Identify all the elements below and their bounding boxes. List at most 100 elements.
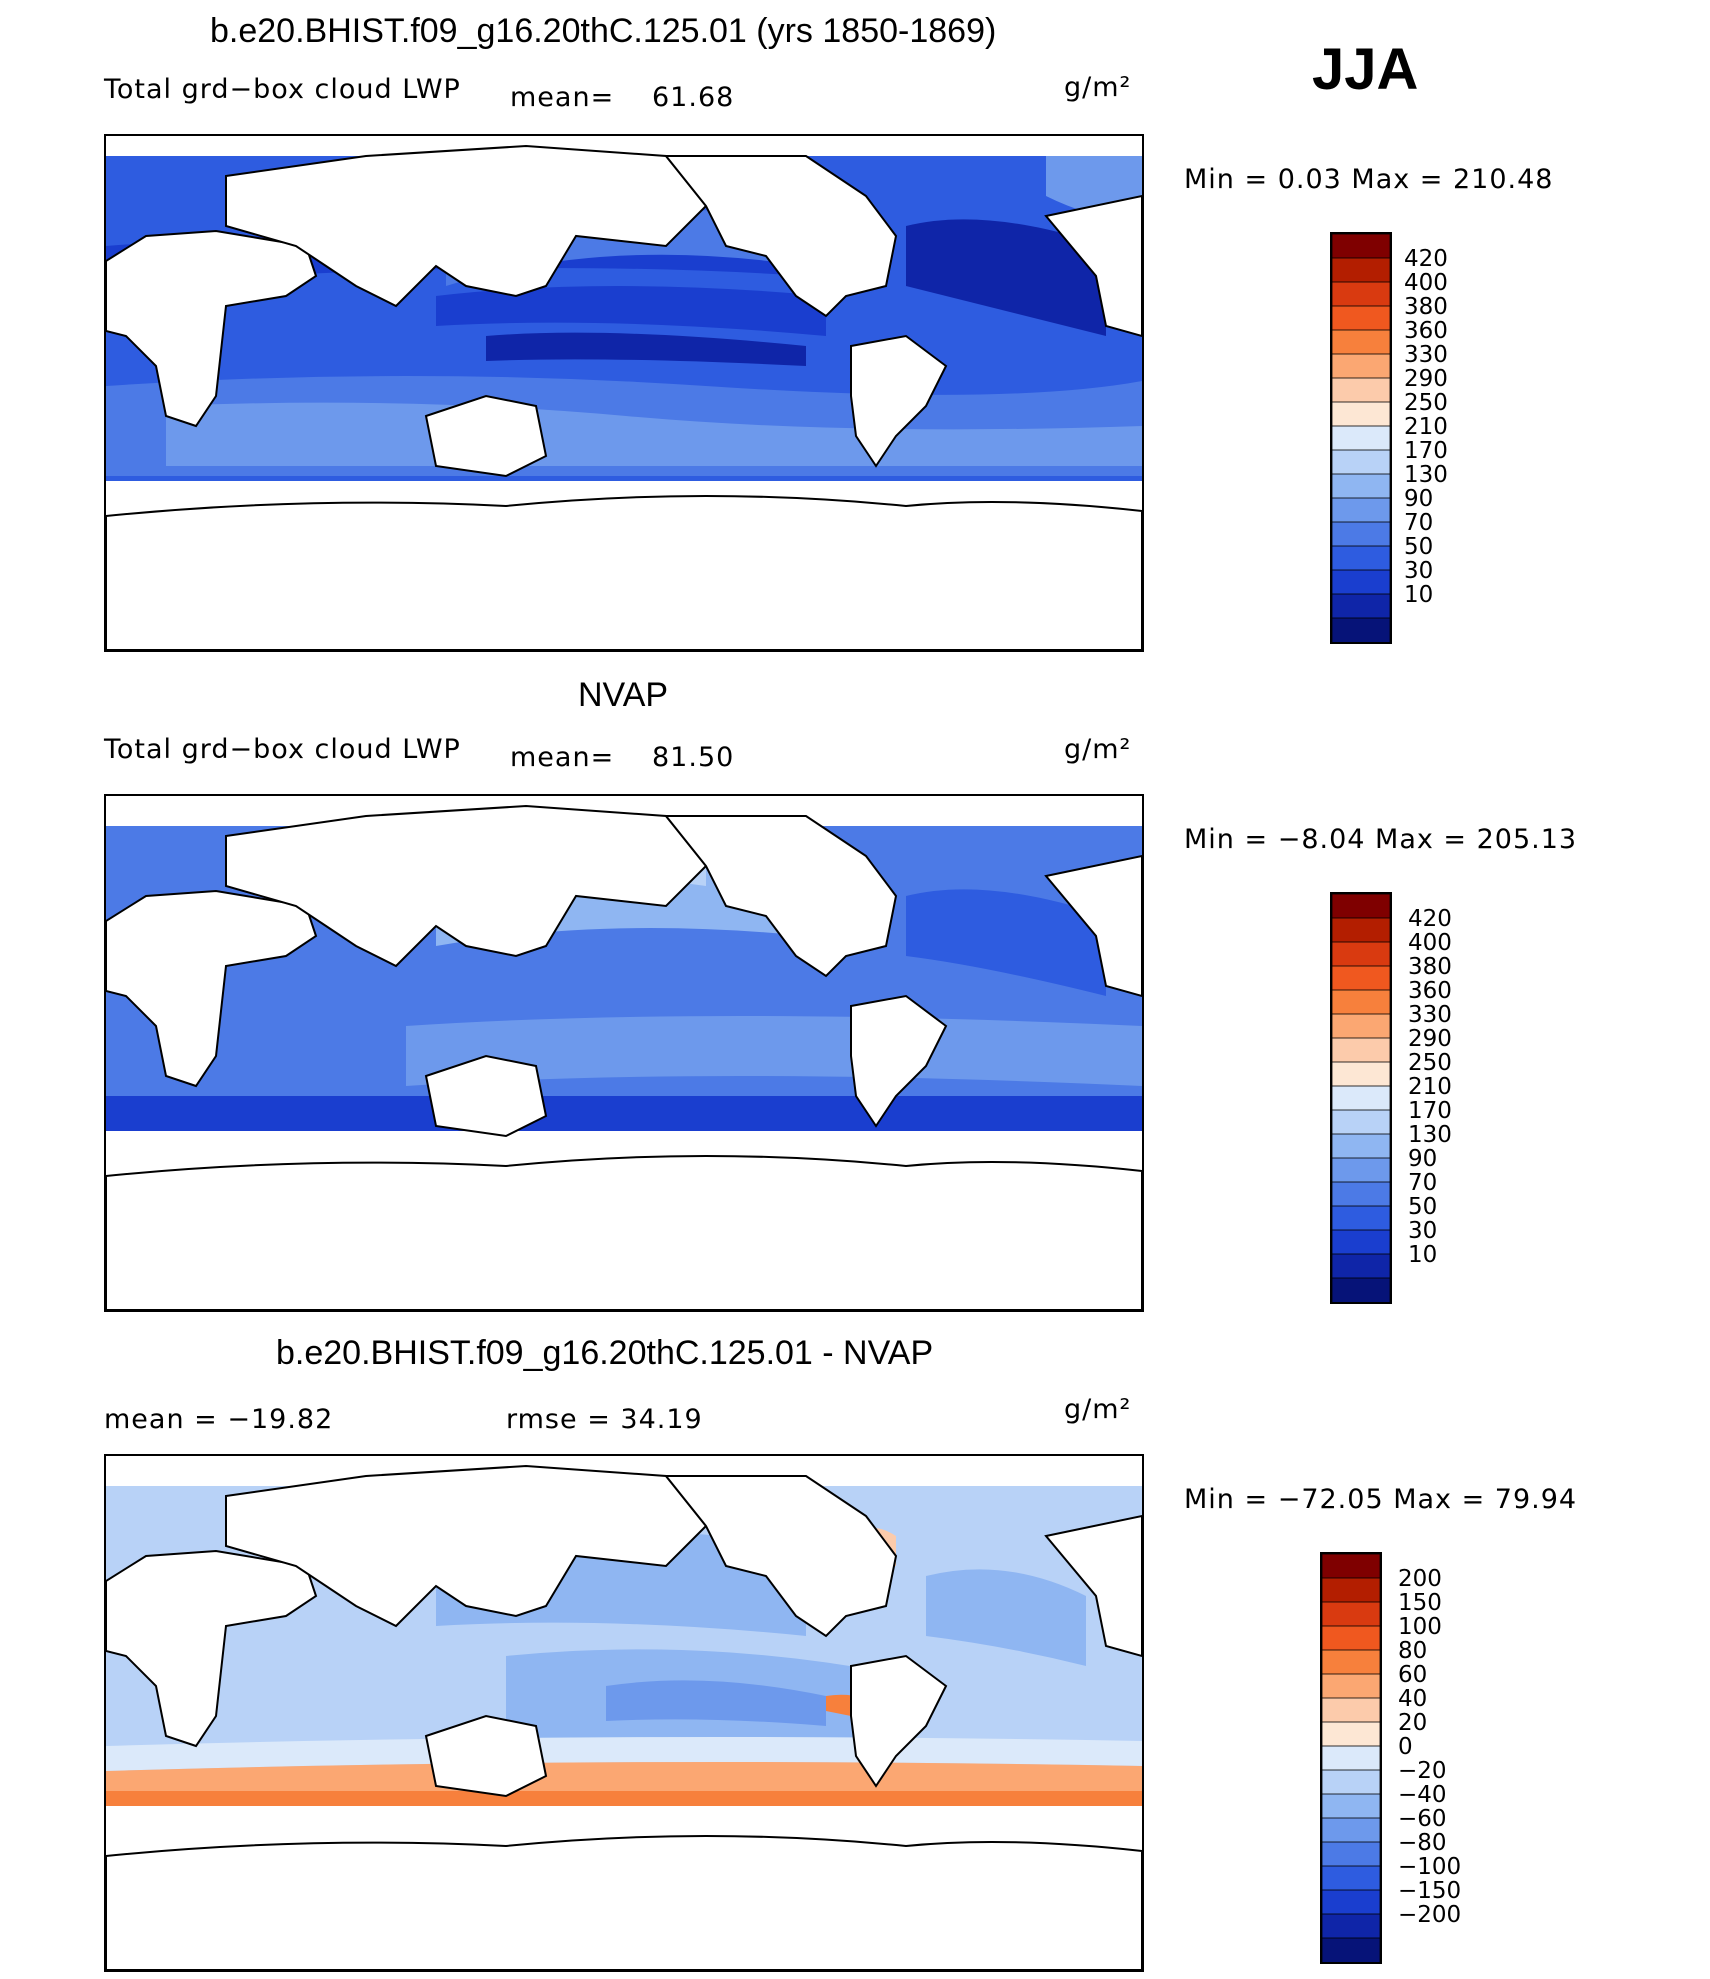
colorbar-swatch [1332, 545, 1390, 571]
colorbar-swatch [1322, 1697, 1380, 1723]
colorbar-label: 210 [1408, 1074, 1452, 1100]
colorbar-label: 210 [1404, 414, 1448, 440]
colorbar-label: 30 [1404, 558, 1434, 584]
colorbar-swatch [1332, 989, 1390, 1015]
colorbar-label: 290 [1408, 1026, 1452, 1052]
colorbar-swatch [1332, 305, 1390, 331]
panel1-variable-label: Total grd−box cloud LWP [104, 74, 461, 105]
panel3-map [104, 1454, 1144, 1972]
colorbar-label: 50 [1408, 1194, 1438, 1220]
colorbar-swatch [1322, 1817, 1380, 1843]
colorbar-label: 10 [1404, 582, 1434, 608]
colorbar-label: 200 [1398, 1566, 1442, 1592]
colorbar-label: 70 [1404, 510, 1434, 536]
colorbar-label: −40 [1398, 1782, 1447, 1808]
colorbar-swatch [1332, 1229, 1390, 1255]
colorbar-swatch [1332, 965, 1390, 991]
colorbar-swatch [1332, 917, 1390, 943]
colorbar-swatch [1322, 1577, 1380, 1603]
colorbar-label: −20 [1398, 1758, 1447, 1784]
colorbar-label: 60 [1398, 1662, 1428, 1688]
colorbar-swatch [1322, 1841, 1380, 1867]
colorbar-swatch [1332, 377, 1390, 403]
colorbar-label: −150 [1398, 1878, 1462, 1904]
colorbar-label: −60 [1398, 1806, 1447, 1832]
colorbar-label: 170 [1408, 1098, 1452, 1124]
colorbar-label: 250 [1404, 390, 1448, 416]
colorbar-label: −80 [1398, 1830, 1447, 1856]
colorbar-swatch [1322, 1601, 1380, 1627]
colorbar-label: 80 [1398, 1638, 1428, 1664]
colorbar-swatch [1332, 1061, 1390, 1087]
panel3-mean: mean = −19.82 [104, 1404, 334, 1435]
panel1-mean-label: mean= [510, 82, 615, 113]
colorbar-label: 0 [1398, 1734, 1413, 1760]
colorbar-swatch [1332, 281, 1390, 307]
colorbar-swatch [1332, 894, 1390, 919]
colorbar-label: 420 [1404, 246, 1448, 272]
panel1-map-field [106, 136, 1142, 650]
colorbar-label: 330 [1404, 342, 1448, 368]
panel2-variable-label: Total grd−box cloud LWP [104, 734, 461, 765]
panel2-units: g/m² [1064, 734, 1132, 765]
colorbar-label: 150 [1398, 1590, 1442, 1616]
panel1-map [104, 134, 1144, 652]
colorbar-label: 70 [1408, 1170, 1438, 1196]
panel3-units: g/m² [1064, 1394, 1132, 1425]
colorbar-swatch [1332, 473, 1390, 499]
colorbar-swatch [1322, 1745, 1380, 1771]
colorbar-swatch [1332, 234, 1390, 259]
colorbar-label: 40 [1398, 1686, 1428, 1712]
panel3-map-field [106, 1456, 1142, 1970]
colorbar-swatch [1322, 1937, 1380, 1962]
colorbar-swatch [1332, 401, 1390, 427]
panel2-title: NVAP [578, 676, 669, 714]
colorbar-swatch [1332, 593, 1390, 619]
panel1-title: b.e20.BHIST.f09_g16.20thC.125.01 (yrs 18… [210, 12, 997, 50]
colorbar-label: 90 [1404, 486, 1434, 512]
colorbar-swatch [1322, 1769, 1380, 1795]
colorbar-swatch [1332, 1133, 1390, 1159]
colorbar-label: 20 [1398, 1710, 1428, 1736]
colorbar-label: 400 [1408, 930, 1452, 956]
panel2-colorbar-swatches [1332, 894, 1390, 1302]
panel2-colorbar [1330, 892, 1392, 1304]
colorbar-swatch [1322, 1625, 1380, 1651]
colorbar-label: 10 [1408, 1242, 1438, 1268]
colorbar-swatch [1332, 1181, 1390, 1207]
colorbar-label: 100 [1398, 1614, 1442, 1640]
panel2-mean-value: 81.50 [652, 742, 735, 773]
colorbar-label: 30 [1408, 1218, 1438, 1244]
colorbar-label: 400 [1404, 270, 1448, 296]
panel3-rmse: rmse = 34.19 [506, 1404, 703, 1435]
panel2-map-field [106, 796, 1142, 1310]
colorbar-label: −200 [1398, 1902, 1462, 1928]
colorbar-label: 420 [1408, 906, 1452, 932]
colorbar-swatch [1322, 1649, 1380, 1675]
colorbar-swatch [1332, 521, 1390, 547]
colorbar-swatch [1332, 569, 1390, 595]
panel2-minmax: Min = −8.04 Max = 205.13 [1184, 824, 1578, 855]
panel3-title: b.e20.BHIST.f09_g16.20thC.125.01 - NVAP [276, 1334, 934, 1372]
colorbar-swatch [1332, 1205, 1390, 1231]
colorbar-label: 170 [1404, 438, 1448, 464]
colorbar-swatch [1332, 1157, 1390, 1183]
colorbar-swatch [1332, 497, 1390, 523]
panel2-map [104, 794, 1144, 1312]
colorbar-swatch [1332, 941, 1390, 967]
panel3-colorbar [1320, 1552, 1382, 1964]
panel1-mean-value: 61.68 [652, 82, 735, 113]
colorbar-label: 130 [1404, 462, 1448, 488]
colorbar-label: 290 [1404, 366, 1448, 392]
panel2-mean-label: mean= [510, 742, 615, 773]
colorbar-swatch [1332, 1109, 1390, 1135]
colorbar-swatch [1332, 329, 1390, 355]
colorbar-label: 360 [1408, 978, 1452, 1004]
colorbar-label: 130 [1408, 1122, 1452, 1148]
colorbar-swatch [1332, 617, 1390, 642]
colorbar-swatch [1332, 353, 1390, 379]
colorbar-swatch [1322, 1721, 1380, 1747]
colorbar-swatch [1332, 1253, 1390, 1279]
colorbar-label: 90 [1408, 1146, 1438, 1172]
colorbar-label: 380 [1408, 954, 1452, 980]
